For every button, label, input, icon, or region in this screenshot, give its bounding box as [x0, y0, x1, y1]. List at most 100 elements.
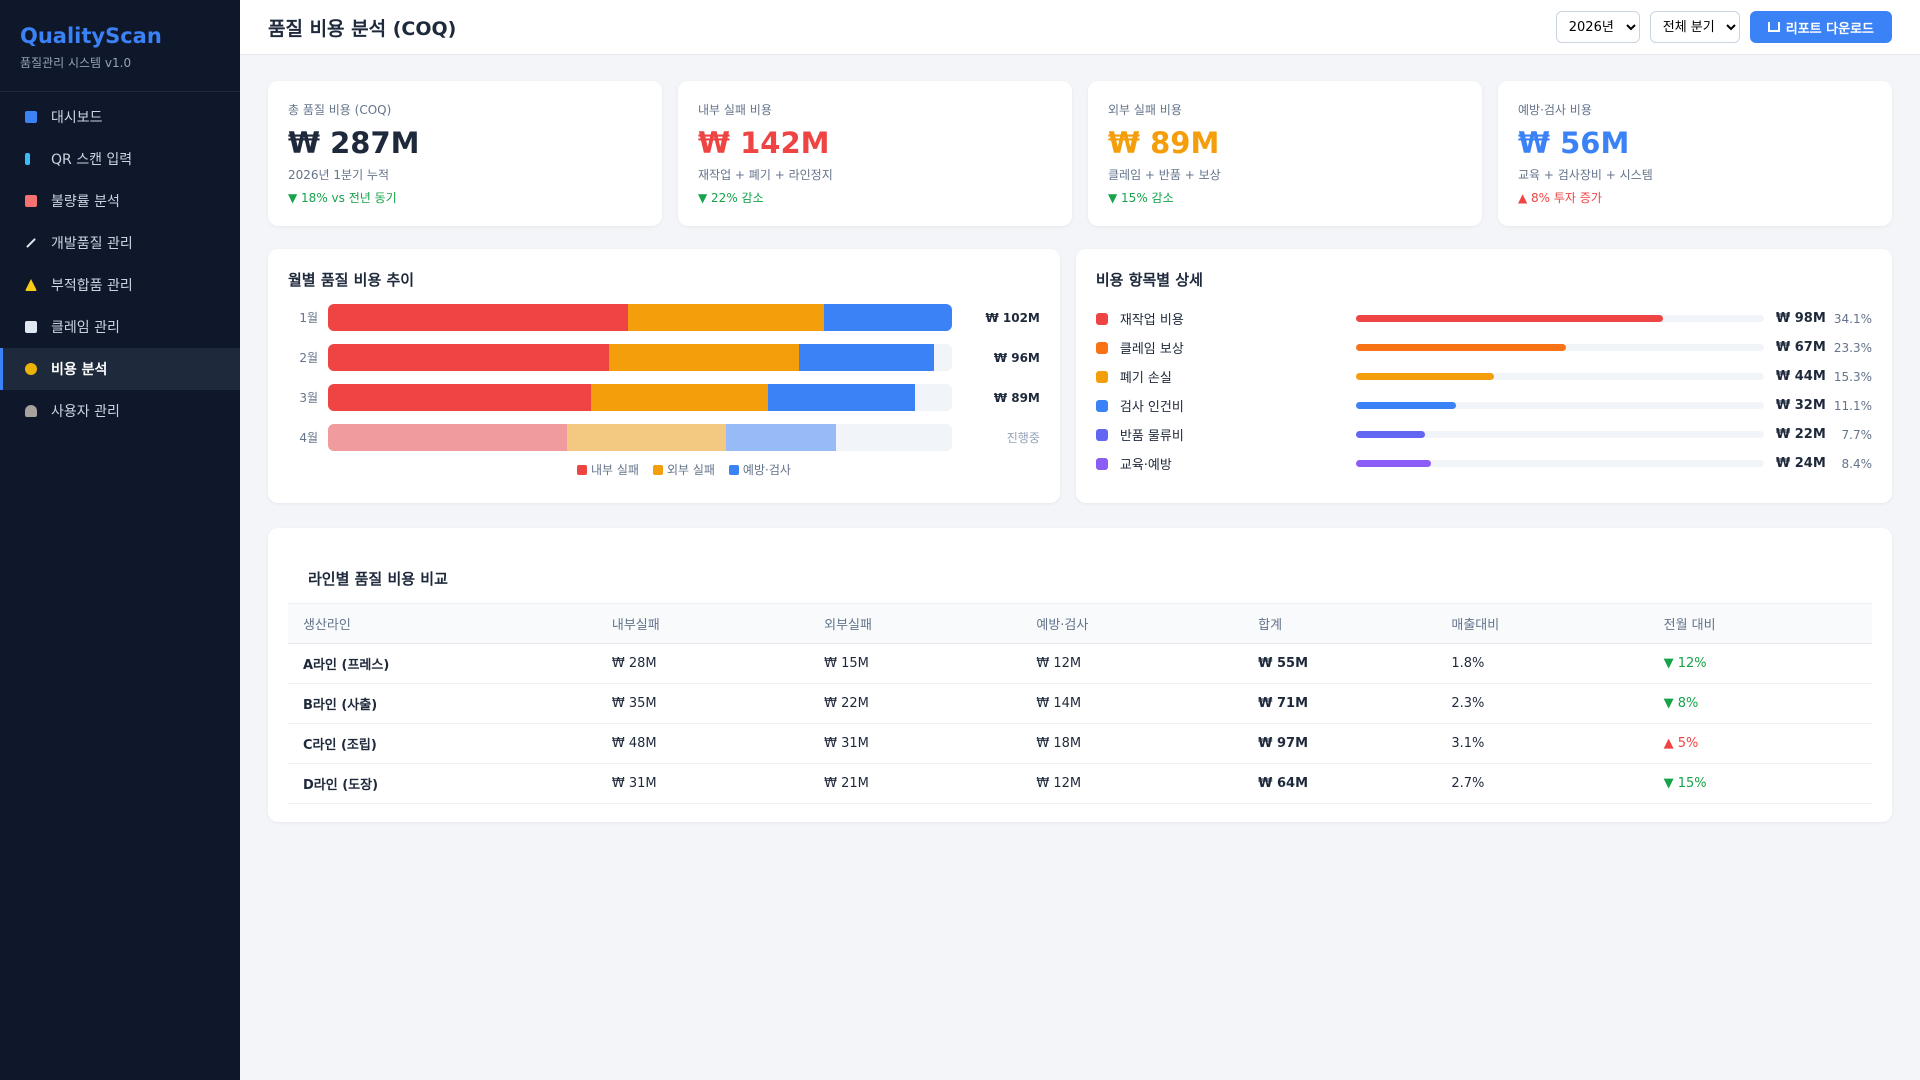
menu-label: QR 스캔 입력	[51, 152, 133, 168]
column-header: 내부실패	[596, 603, 810, 644]
table-cell: ₩ 15M	[809, 643, 1022, 684]
panel-title: 비용 항목별 상세	[1095, 271, 1203, 289]
month-label: 2월	[299, 351, 318, 365]
item-track	[1355, 344, 1764, 351]
column-header: 전월 대비	[1648, 603, 1872, 644]
kpi-row: 총 품질 비용 (COQ) ₩ 287M 2026년 1분기 누적 ▼ 18% vs …	[268, 81, 1892, 226]
main: 총 품질 비용 (COQ) ₩ 287M 2026년 1분기 누적 ▼ 18% vs …	[268, 81, 1892, 822]
table-cell: ₩ 12M	[1021, 643, 1244, 684]
menu-item[interactable]: QR 스캔 입력	[0, 138, 240, 180]
item-row: 폐기 손실 ₩ 44M 15.3%	[1095, 362, 1872, 391]
menu-item[interactable]: 개발품질 관리	[0, 222, 240, 264]
item-name: 클레임 보상	[1119, 342, 1184, 357]
table-cell: ₩ 35M	[596, 683, 810, 724]
menu-label: 개발품질 관리	[51, 236, 133, 252]
menu-label: 사용자 관리	[51, 404, 120, 420]
table-cell: D라인 (도장)	[288, 763, 597, 804]
menu-item[interactable]: 클레임 관리	[0, 306, 240, 348]
kpi-label: 예방·검사 비용	[1518, 103, 1592, 117]
menu-icon	[25, 279, 37, 291]
monthly-panel: 월별 품질 비용 추이 1월 ₩ 102M 2월 ₩ 96M 3월 ₩ 89M 4월 진행중 …	[268, 249, 1060, 503]
item-dot	[1095, 341, 1108, 354]
kpi-value: ₩ 287M	[288, 126, 420, 160]
kpi-note: 재작업 + 폐기 + 라인정지	[698, 168, 833, 182]
kpi-card: 외부 실패 비용 ₩ 89M 클레임 + 반품 + 보상 ▼ 15% 감소	[1088, 81, 1482, 226]
table-head: 생산라인 내부실패 외부실패 예방·검사 합계 매출대비 전월 대비	[288, 603, 1872, 644]
item-row: 검사 인건비 ₩ 32M 11.1%	[1095, 391, 1872, 420]
legend-swatch	[652, 464, 663, 475]
column-header: 외부실패	[809, 603, 1022, 644]
menu-icon	[26, 238, 36, 248]
year-select[interactable]: 2026년	[1555, 11, 1640, 43]
item-name: 검사 인건비	[1119, 400, 1184, 415]
table-cell: ₩ 71M	[1243, 683, 1437, 724]
table-cell: 3.1%	[1436, 723, 1649, 764]
table-cell: ₩ 18M	[1021, 723, 1244, 764]
table-cell: B라인 (사출)	[288, 683, 597, 724]
menu-icon	[25, 363, 37, 375]
chart-row: 월별 품질 비용 추이 1월 ₩ 102M 2월 ₩ 96M 3월 ₩ 89M 4월 진행중 …	[268, 249, 1892, 503]
kpi-label: 총 품질 비용 (COQ)	[288, 103, 392, 117]
total-label: ₩ 96M	[993, 350, 1040, 365]
download-label: 리포트 다운로드	[1785, 21, 1874, 37]
table-body: A라인 (프레스) ₩ 28M ₩ 15M ₩ 12M ₩ 55M 1.8% ▼ 12% B라…	[288, 643, 1872, 804]
item-share: 11.1%	[1833, 398, 1872, 413]
bar-segment	[566, 424, 726, 451]
brand[interactable]: QualityScan	[20, 24, 162, 48]
bar-segment	[725, 424, 836, 451]
menu-item[interactable]: 비용 분석	[0, 348, 240, 390]
item-dot	[1095, 457, 1108, 470]
table-row: B라인 (사출) ₩ 35M ₩ 22M ₩ 14M ₩ 71M 2.3% ▼ 8%	[288, 683, 1872, 724]
menu-item[interactable]: 불량률 분석	[0, 180, 240, 222]
table-cell: ₩ 48M	[596, 723, 810, 764]
table-cell: ▼ 12%	[1648, 643, 1872, 684]
kpi-value: ₩ 56M	[1518, 126, 1630, 160]
table-cell: 2.7%	[1436, 763, 1649, 804]
legend-item: 내부 실패	[576, 461, 639, 478]
menu-item[interactable]: 사용자 관리	[0, 390, 240, 432]
bar-segment	[627, 304, 824, 331]
page-title: 품질 비용 분석 (COQ)	[268, 17, 457, 40]
kpi-label: 내부 실패 비용	[698, 103, 772, 117]
brand-subtitle: 품질관리 시스템 v1.0	[0, 48, 240, 92]
table-panel: 라인별 품질 비용 비교 생산라인 내부실패 외부실패 예방·검사 합계 매출대비 전월 대…	[268, 528, 1892, 822]
menu-item[interactable]: 대시보드	[0, 96, 240, 138]
item-name: 교육·예방	[1119, 458, 1172, 473]
download-button[interactable]: 리포트 다운로드	[1749, 11, 1892, 43]
monthly-bars: 1월 ₩ 102M 2월 ₩ 96M 3월 ₩ 89M 4월 진행중	[288, 304, 1040, 451]
menu-item[interactable]: 부적합품 관리	[0, 264, 240, 306]
menu-label: 불량률 분석	[51, 194, 120, 210]
table-cell: ▼ 15%	[1648, 763, 1872, 804]
quarter-select[interactable]: 전체 분기	[1649, 11, 1740, 43]
legend-swatch	[576, 464, 587, 475]
kpi-note: 클레임 + 반품 + 보상	[1108, 168, 1221, 182]
column-header: 예방·검사	[1021, 603, 1244, 644]
item-row: 반품 물류비 ₩ 22M 7.7%	[1095, 420, 1872, 449]
bar-segment	[609, 344, 800, 371]
bar-track	[328, 424, 952, 451]
legend-swatch	[728, 464, 739, 475]
kpi-note: 2026년 1분기 누적	[288, 168, 390, 182]
total-label: 진행중	[1006, 431, 1040, 445]
table-row: D라인 (도장) ₩ 31M ₩ 21M ₩ 12M ₩ 64M 2.7% ▼ 15%	[288, 763, 1872, 804]
table-cell: ₩ 12M	[1021, 763, 1244, 804]
item-value: ₩ 44M	[1775, 369, 1826, 384]
item-track	[1355, 431, 1764, 438]
table-cell: ₩ 21M	[809, 763, 1022, 804]
menu-icon	[25, 153, 30, 165]
header: 품질 비용 분석 (COQ) 2026년 전체 분기 리포트 다운로드	[240, 0, 1920, 55]
month-label: 1월	[299, 311, 318, 325]
item-track	[1355, 373, 1764, 380]
item-value: ₩ 98M	[1775, 311, 1826, 326]
item-share: 34.1%	[1833, 311, 1872, 326]
menu-label: 대시보드	[51, 110, 103, 126]
item-name: 반품 물류비	[1119, 429, 1184, 444]
table-cell: ₩ 55M	[1243, 643, 1437, 684]
legend-item: 예방·검사	[728, 461, 791, 478]
item-row: 교육·예방 ₩ 24M 8.4%	[1095, 449, 1872, 478]
item-track	[1355, 460, 1764, 467]
item-row: 클레임 보상 ₩ 67M 23.3%	[1095, 333, 1872, 362]
